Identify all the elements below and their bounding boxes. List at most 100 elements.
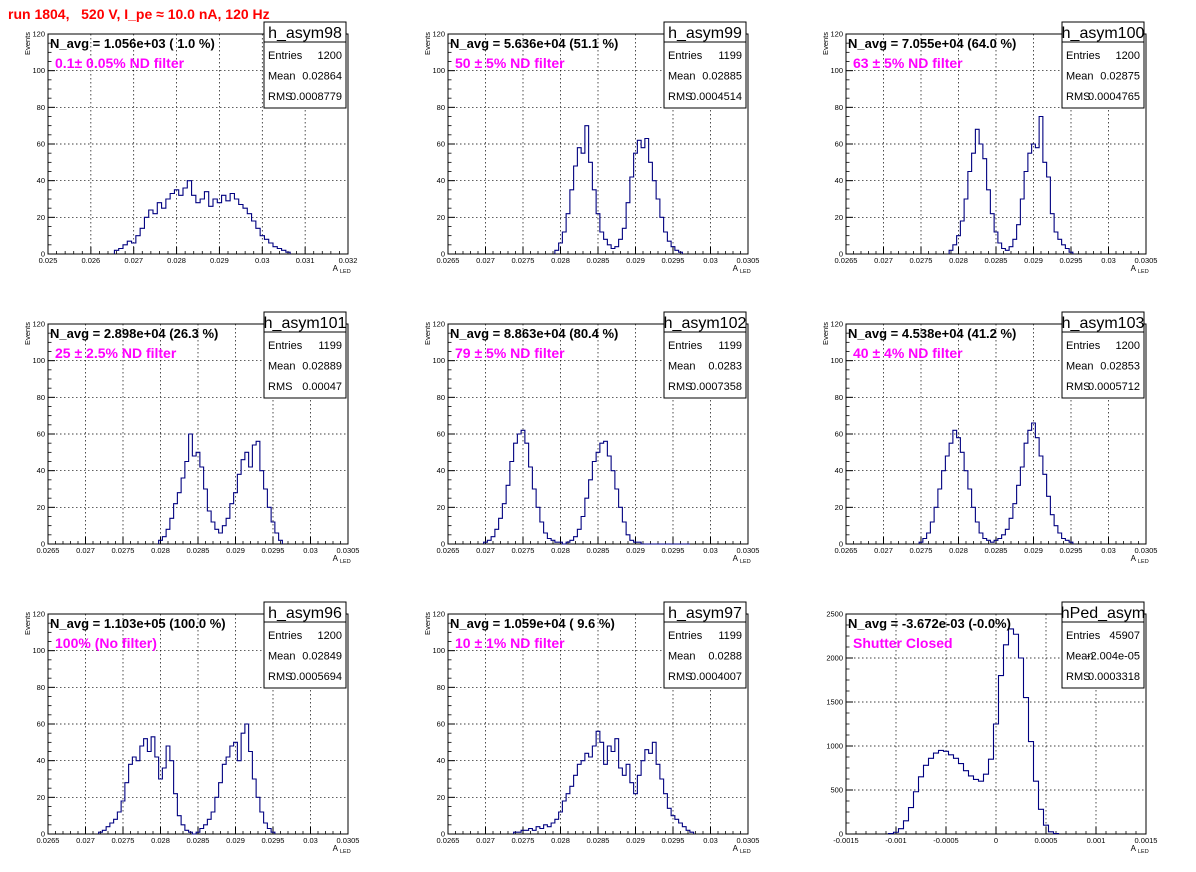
x-tick-label: 0.027 (124, 256, 143, 265)
filter-label: 50 ± 5% ND filter (455, 55, 565, 71)
y-tick-label: 20 (835, 503, 843, 512)
x-tick-label: 0.028 (949, 546, 968, 555)
x-tick-label: 0.0305 (1135, 546, 1158, 555)
y-tick-label: 100 (830, 66, 843, 75)
x-tick-label: 0.03 (1101, 546, 1116, 555)
x-axis-label-sub: LED (340, 849, 351, 855)
stats-key: RMS (1066, 671, 1090, 683)
stats-key: Mean (668, 361, 696, 373)
histogram-pad: 0.0265 0.027 0.0275 0.028 0.0285 0.029 0.0295 0… (23, 601, 360, 855)
avg-label: N_avg = 1.059e+04 ( 9.6 %) (450, 616, 615, 631)
x-tick-label: 0.0285 (587, 546, 610, 555)
y-tick-label: 0 (839, 250, 843, 259)
x-axis-label: A (1131, 844, 1137, 853)
stats-value: 0.0283 (708, 361, 742, 373)
x-axis-label-sub: LED (340, 559, 351, 565)
stats-value: 0.02864 (302, 71, 342, 83)
stats-value: -2.004e-05 (1087, 651, 1140, 663)
x-tick-label: 0.0305 (337, 836, 360, 845)
x-tick-label: 0.029 (626, 546, 645, 555)
stats-value: 1199 (718, 630, 742, 642)
x-axis-label: A (1131, 554, 1137, 563)
stats-key: Entries (268, 630, 303, 642)
histogram-line (513, 730, 695, 834)
stats-title: h_asym103 (1062, 315, 1145, 332)
y-tick-label: 80 (437, 683, 445, 692)
x-axis-label: A (1131, 264, 1137, 273)
x-tick-label: 0.028 (151, 546, 170, 555)
x-tick-label: 0.03 (703, 256, 718, 265)
avg-label: N_avg = 5.636e+04 (51.1 %) (450, 36, 618, 51)
stats-key: Entries (668, 630, 703, 642)
x-tick-label: 0.0305 (337, 546, 360, 555)
y-tick-label: 80 (835, 393, 843, 402)
stats-key: Mean (268, 361, 296, 373)
filter-label: 10 ± 1% ND filter (455, 635, 565, 651)
x-tick-label: 0.0265 (37, 836, 60, 845)
stats-value: 0.0004765 (1088, 91, 1140, 103)
avg-label: N_avg = 4.538e+04 (41.2 %) (848, 326, 1016, 341)
stats-title: h_asym100 (1062, 25, 1145, 42)
stats-box (1061, 601, 1145, 689)
stats-value: 1200 (318, 50, 342, 62)
x-tick-label: 0.0285 (187, 546, 210, 555)
x-tick-label: 0.029 (226, 546, 245, 555)
x-tick-label: 0.025 (39, 256, 58, 265)
histogram-line (887, 628, 1060, 835)
x-axis-label-sub: LED (1138, 849, 1149, 855)
stats-value: 0.0005712 (1088, 381, 1140, 393)
x-axis-label: A (333, 554, 339, 563)
x-tick-label: 0.027 (476, 546, 495, 555)
y-tick-label: 120 (32, 610, 45, 619)
y-tick-label: 0 (441, 540, 445, 549)
filter-label: 40 ± 4% ND filter (853, 345, 963, 361)
filter-label: 79 ± 5% ND filter (455, 345, 565, 361)
x-tick-label: 0.029 (210, 256, 229, 265)
x-tick-label: 0.03 (703, 836, 718, 845)
stats-key: Mean (268, 651, 296, 663)
x-tick-label: 0 (994, 836, 998, 845)
stats-box (663, 311, 747, 399)
x-tick-label: 0.0265 (437, 546, 460, 555)
x-tick-label: 0.029 (626, 256, 645, 265)
x-axis-label-sub: LED (1138, 269, 1149, 275)
x-tick-label: 0.027 (874, 546, 893, 555)
stats-key: RMS (668, 381, 692, 393)
stats-value: 0.00047 (302, 381, 342, 393)
y-tick-label: 20 (37, 793, 45, 802)
stats-key: RMS (268, 671, 292, 683)
y-tick-label: 0 (41, 540, 45, 549)
x-tick-label: 0.0295 (1060, 546, 1083, 555)
stats-key: Mean (1066, 651, 1094, 663)
filter-label: 25 ± 2.5% ND filter (55, 345, 177, 361)
x-tick-label: 0.0285 (985, 546, 1008, 555)
x-axis-label-sub: LED (740, 849, 751, 855)
stats-key: Entries (668, 50, 703, 62)
x-tick-label: 0.029 (1024, 256, 1043, 265)
x-axis-label: A (333, 264, 339, 273)
x-tick-label: 0.03 (303, 836, 318, 845)
x-tick-label: 0.001 (1087, 836, 1106, 845)
x-tick-label: 0.03 (1101, 256, 1116, 265)
x-axis-label-sub: LED (1138, 559, 1149, 565)
stats-key: Entries (268, 340, 303, 352)
stats-value: 0.0008779 (290, 91, 342, 103)
stats-key: Entries (268, 50, 303, 62)
stats-value: 0.0005694 (290, 671, 342, 683)
stats-title: h_asym96 (268, 605, 342, 622)
y-tick-label: 0 (41, 250, 45, 259)
filter-label: 63 ± 5% ND filter (853, 55, 963, 71)
y-tick-label: 120 (432, 30, 445, 39)
y-axis-label: Events (423, 322, 432, 345)
y-tick-label: 20 (37, 503, 45, 512)
stats-key: Mean (668, 71, 696, 83)
x-tick-label: 0.03 (255, 256, 270, 265)
avg-label: N_avg = 1.056e+03 ( 1.0 %) (50, 36, 215, 51)
x-tick-label: 0.0005 (1035, 836, 1058, 845)
x-tick-label: 0.0295 (1060, 256, 1083, 265)
histogram-pad: 0.025 0.026 0.027 0.028 0.029 0.03 0.031 0.032 0… (23, 21, 357, 275)
x-tick-label: 0.027 (76, 836, 95, 845)
x-tick-label: 0.026 (81, 256, 100, 265)
y-axis-label: Events (821, 322, 830, 345)
histogram-line (554, 125, 683, 254)
